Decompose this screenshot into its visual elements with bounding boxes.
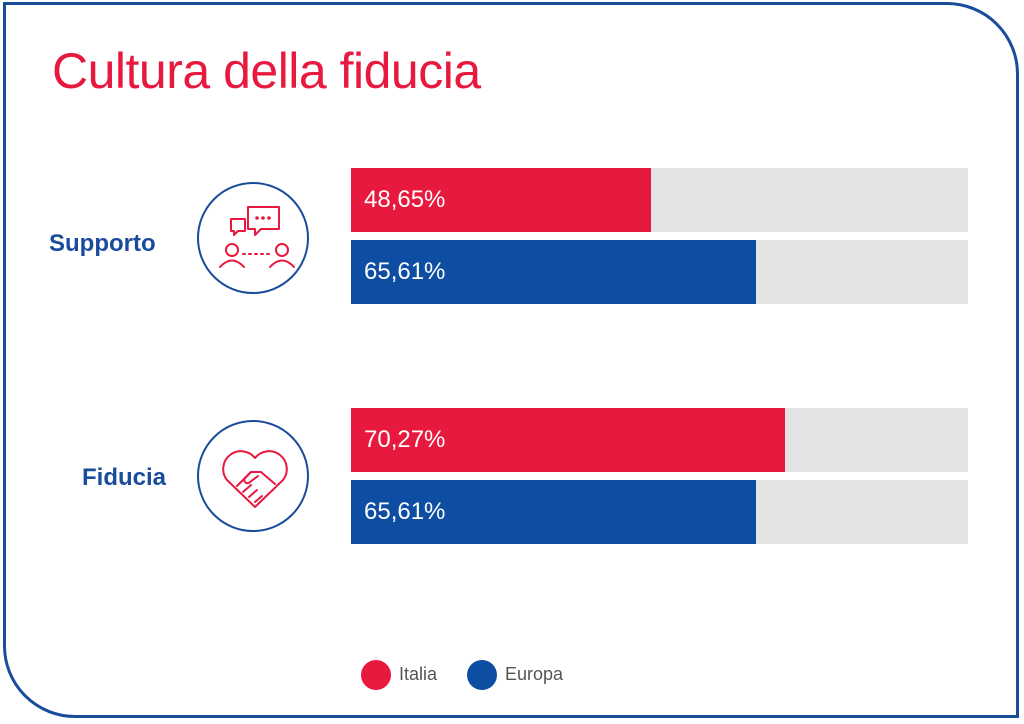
legend-label-italia: Italia (399, 664, 438, 684)
category-label-fiducia: Fiducia (82, 464, 167, 491)
bar-value-supporto-italia: 48,65% (364, 186, 446, 213)
bar-track-supporto-italia: 48,65% (351, 168, 968, 232)
bar-fiducia-italia: 70,27% (351, 408, 785, 472)
bar-supporto-italia: 48,65% (351, 168, 652, 232)
bar-track-fiducia-europa: 65,61% (351, 480, 968, 544)
chart-card (3, 2, 1019, 718)
bar-supporto-europa: 65,61% (351, 240, 756, 304)
bar-fiducia-europa: 65,61% (351, 480, 756, 544)
legend-swatch-europa (467, 660, 497, 690)
icon-circle-fiducia (197, 420, 309, 532)
icon-circle-supporto (197, 182, 309, 294)
heart-handshake-icon (222, 450, 288, 508)
bar-value-fiducia-europa: 65,61% (364, 498, 446, 525)
legend-label-europa: Europa (505, 664, 564, 684)
bar-track-fiducia-italia: 70,27% (351, 408, 968, 472)
chat-people-icon (219, 206, 295, 268)
bar-value-supporto-europa: 65,61% (364, 258, 446, 285)
legend-swatch-italia (361, 660, 391, 690)
bar-value-fiducia-italia: 70,27% (364, 426, 446, 453)
category-label-supporto: Supporto (49, 230, 156, 257)
bar-track-supporto-europa: 65,61% (351, 240, 968, 304)
chart-title: Cultura della fiducia (52, 43, 481, 99)
